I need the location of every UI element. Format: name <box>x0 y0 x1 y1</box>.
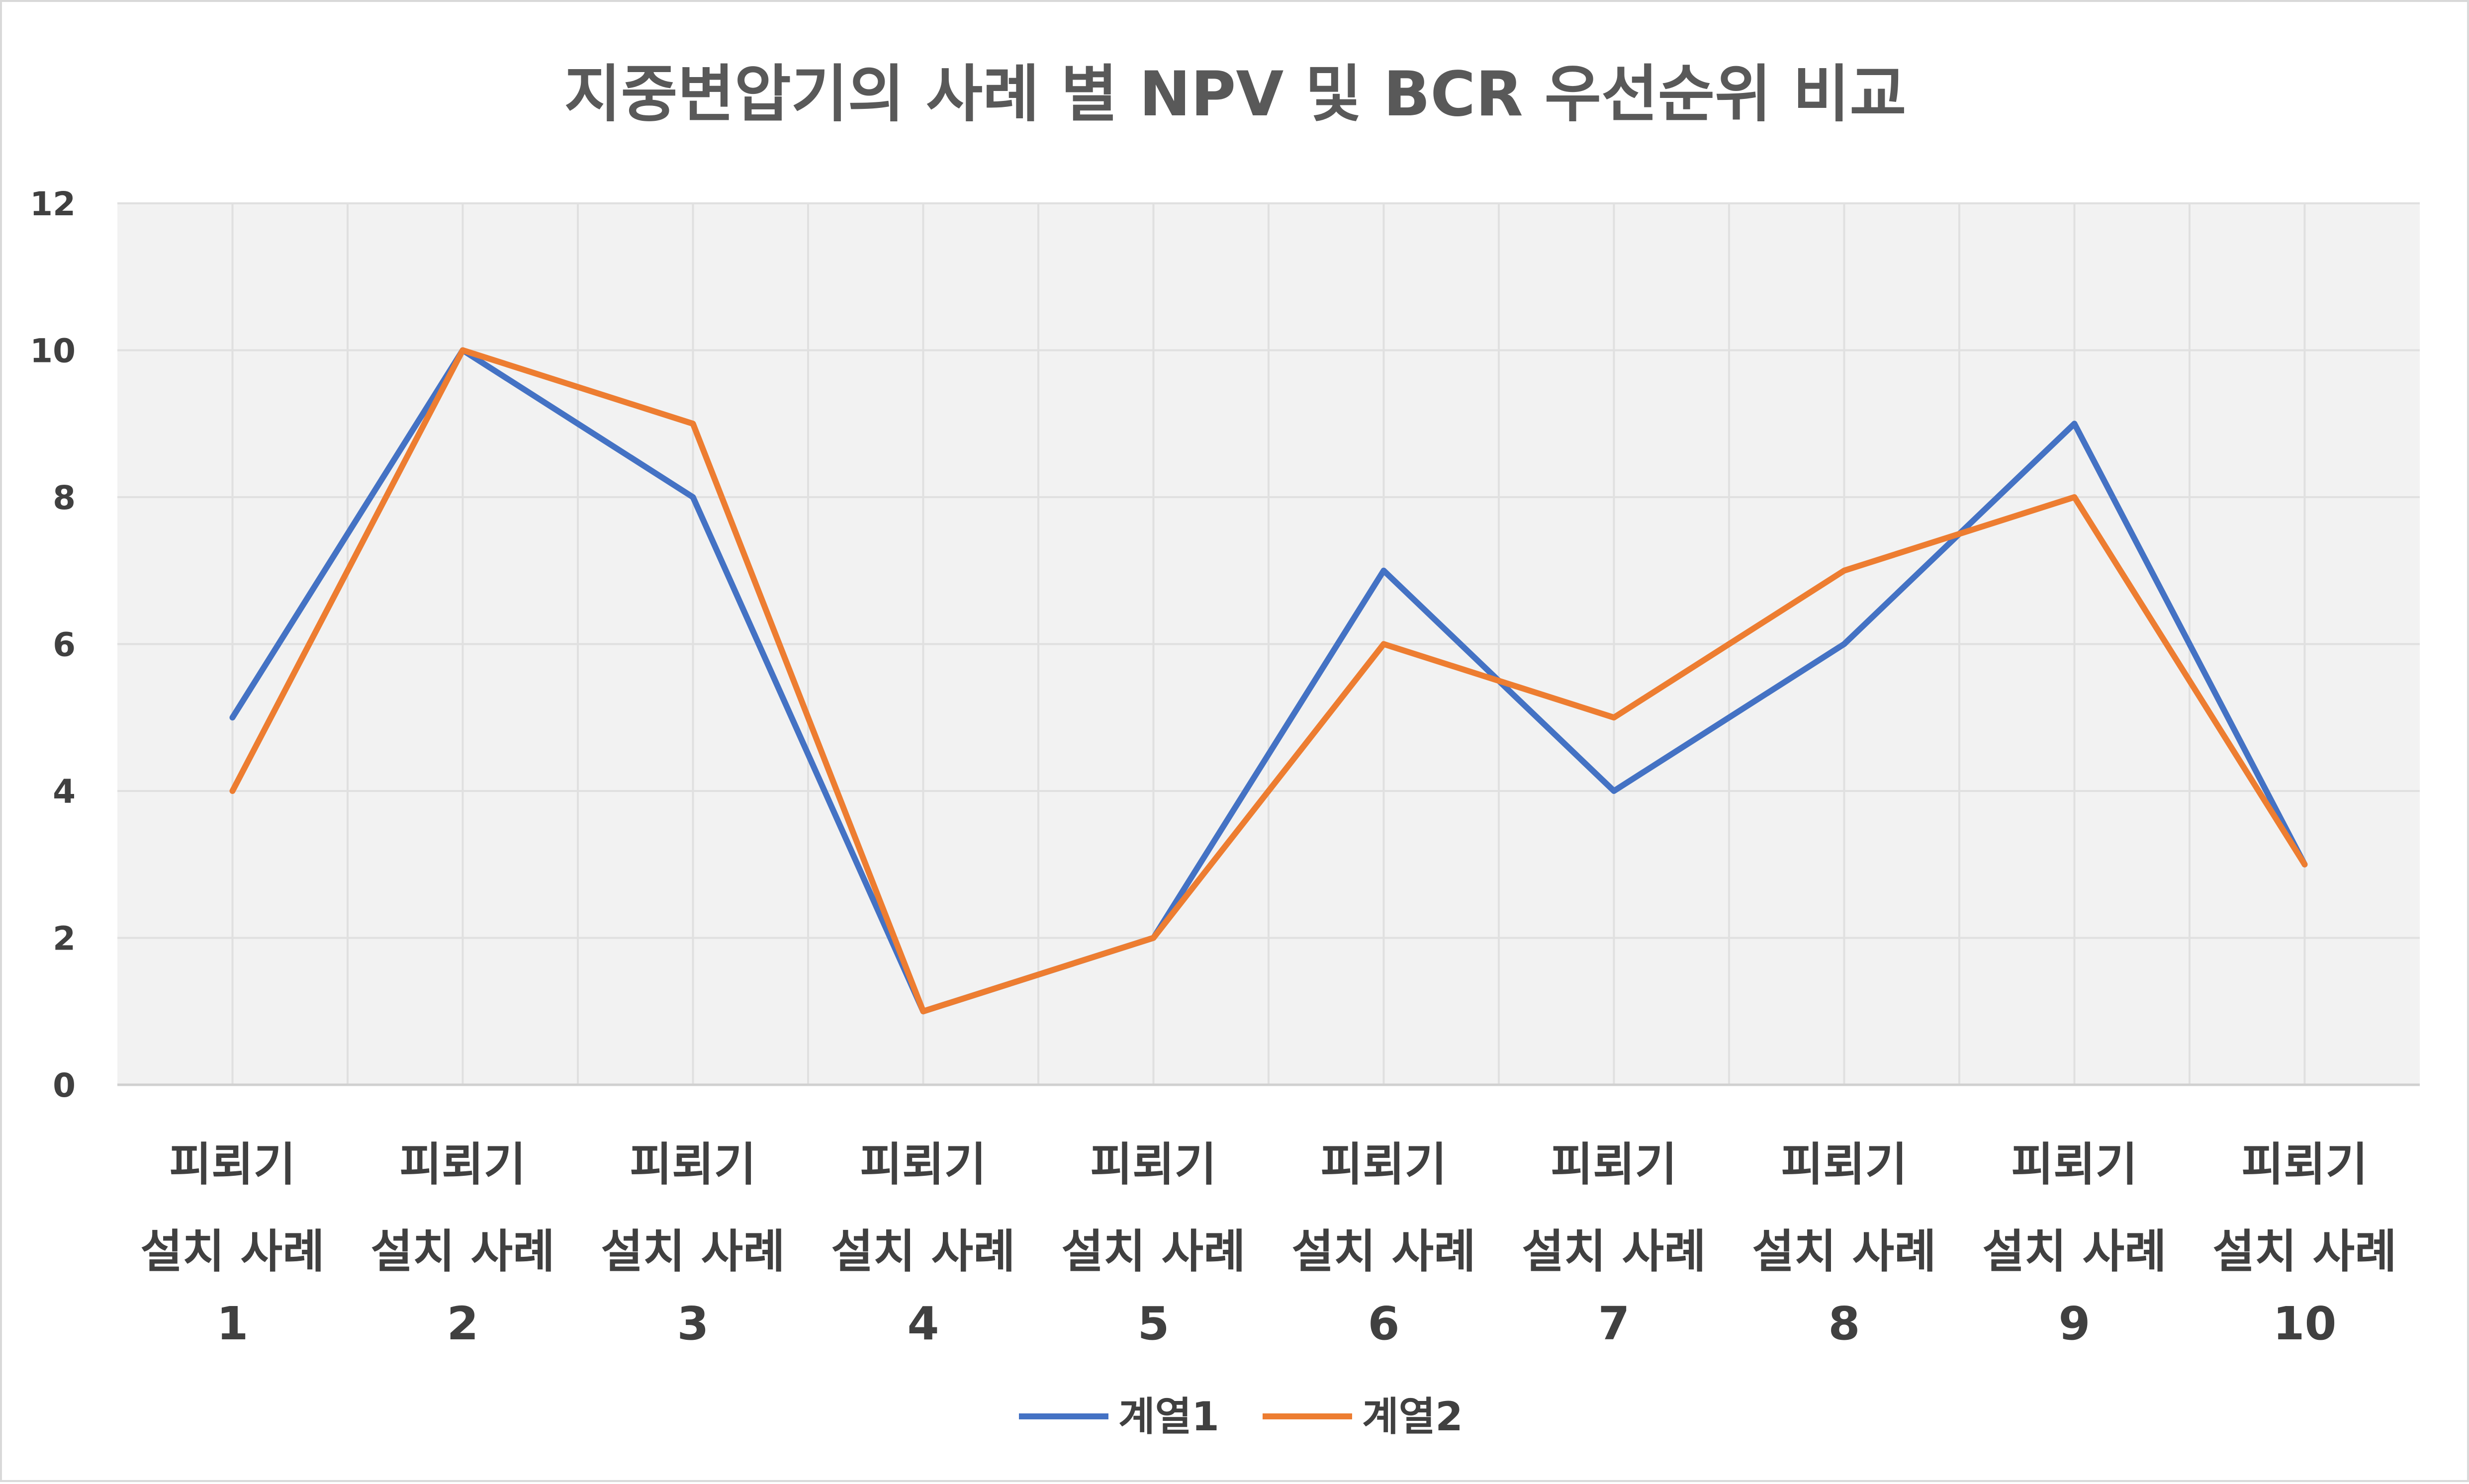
x-tick-label: 설치 사례 <box>140 1225 325 1278</box>
x-tick-label: 피뢰기 <box>2242 1138 2368 1191</box>
x-tick-label: 2 <box>447 1297 478 1350</box>
x-tick-label: 3 <box>677 1297 709 1350</box>
x-tick-label: 피뢰기 <box>1551 1138 1677 1191</box>
x-tick-label: 설치 사례 <box>831 1225 1015 1278</box>
x-tick-label: 7 <box>1598 1297 1630 1350</box>
x-tick-label: 피뢰기 <box>630 1138 756 1191</box>
x-tick-label: 설치 사례 <box>2212 1225 2397 1278</box>
y-tick-label: 6 <box>53 626 76 664</box>
legend: 계열1 계열2 <box>1019 1394 1463 1440</box>
x-tick-label: 설치 사례 <box>370 1225 555 1278</box>
x-tick-label: 9 <box>2058 1297 2090 1350</box>
x-tick-label: 피뢰기 <box>1321 1138 1447 1191</box>
legend-label: 계열1 <box>1118 1394 1219 1440</box>
x-tick-label: 8 <box>1828 1297 1860 1350</box>
x-tick-label: 피뢰기 <box>860 1138 987 1191</box>
x-tick-label: 설치 사례 <box>1522 1225 1706 1278</box>
x-tick-label: 피뢰기 <box>400 1138 526 1191</box>
x-tick-label: 설치 사례 <box>1752 1225 1936 1278</box>
x-tick-label: 피뢰기 <box>1091 1138 1217 1191</box>
y-tick-label: 8 <box>53 479 76 517</box>
y-tick-label: 10 <box>30 332 76 370</box>
x-tick-label: 1 <box>216 1297 248 1350</box>
legend-label: 계열2 <box>1362 1394 1463 1440</box>
x-tick-label: 6 <box>1368 1297 1399 1350</box>
y-tick-label: 12 <box>30 185 76 223</box>
y-tick-label: 4 <box>53 773 76 811</box>
series-line <box>229 347 2308 1015</box>
x-tick-label: 설치 사례 <box>1291 1225 1476 1278</box>
x-tick-label: 피뢰기 <box>1781 1138 1908 1191</box>
x-tick-label: 10 <box>2273 1297 2336 1350</box>
y-tick-label: 0 <box>53 1066 76 1105</box>
series-lines <box>229 347 2308 1015</box>
x-tick-label: 설치 사례 <box>601 1225 785 1278</box>
x-tick-label: 4 <box>907 1297 939 1350</box>
x-tick-label: 설치 사례 <box>1061 1225 1246 1278</box>
y-axis-ticks: 0 2 4 6 8 10 12 <box>30 185 76 1105</box>
x-tick-label: 5 <box>1137 1297 1169 1350</box>
chart-title: 지중변압기의 사례 별 NPV 및 BCR 우선순위 비교 <box>564 59 1906 130</box>
x-tick-label: 피뢰기 <box>170 1138 296 1191</box>
y-tick-label: 2 <box>53 920 76 958</box>
x-tick-label: 피뢰기 <box>2012 1138 2138 1191</box>
x-tick-label: 설치 사례 <box>1982 1225 2167 1278</box>
gridlines <box>117 202 2420 1086</box>
